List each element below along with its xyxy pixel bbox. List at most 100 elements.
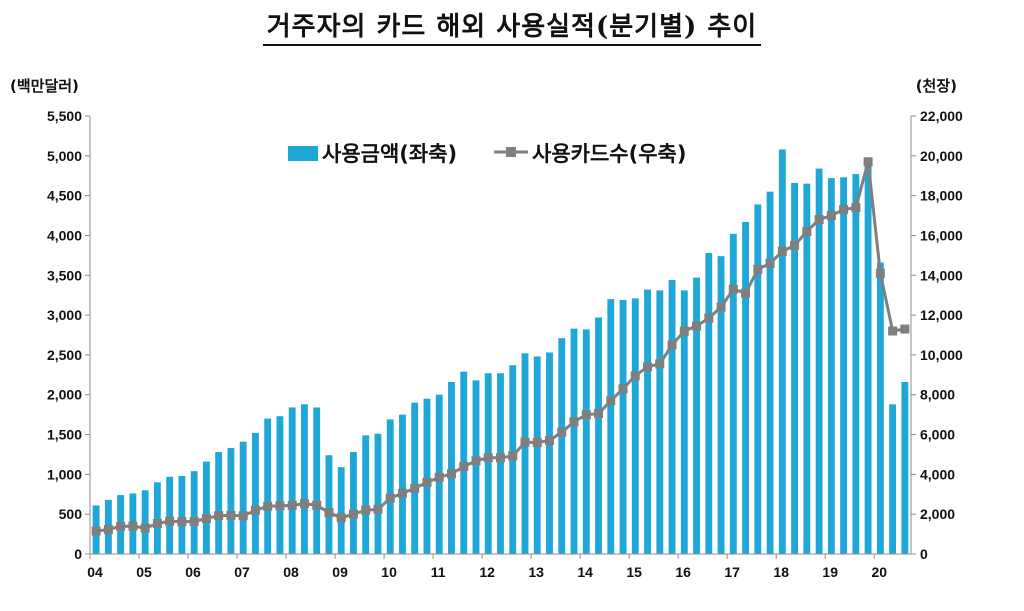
line-point: [361, 505, 371, 515]
bar: [815, 168, 823, 554]
x-tick-label: 18: [773, 564, 789, 580]
right-tick-label: 4,000: [920, 466, 955, 482]
bar: [166, 476, 174, 554]
right-tick-label: 6,000: [920, 427, 955, 443]
bar: [876, 262, 884, 554]
line-point: [704, 313, 714, 323]
line-point: [655, 359, 665, 369]
bar: [325, 455, 333, 554]
x-tick-label: 12: [479, 564, 495, 580]
x-tick-label: 14: [577, 564, 593, 580]
x-tick-label: 09: [332, 564, 348, 580]
line-point: [275, 501, 285, 511]
line-point: [324, 508, 334, 518]
line-point: [545, 436, 555, 446]
left-tick-label: 500: [59, 506, 83, 522]
line-point: [667, 340, 677, 350]
bar: [251, 432, 259, 554]
line-point: [189, 516, 199, 526]
right-tick-label: 18,000: [920, 188, 963, 204]
bar: [521, 353, 529, 554]
bar: [301, 404, 308, 554]
bar: [619, 299, 627, 554]
bar: [411, 402, 419, 554]
line-point: [336, 513, 346, 523]
line-point: [287, 500, 297, 510]
line-point: [863, 157, 873, 167]
line-point: [875, 268, 885, 278]
line-point: [422, 477, 432, 487]
line-point: [152, 519, 162, 529]
bar: [852, 174, 860, 554]
bar: [668, 280, 676, 554]
line-layer: [91, 157, 910, 536]
bar: [399, 414, 406, 554]
line-point: [434, 472, 444, 482]
bar: [889, 404, 897, 554]
left-tick-label: 0: [74, 546, 82, 562]
bar: [276, 416, 284, 554]
line-point: [765, 258, 775, 268]
x-tick-label: 07: [234, 564, 250, 580]
bar: [705, 252, 713, 554]
bar: [448, 381, 455, 554]
line-point: [397, 488, 407, 498]
bar: [423, 398, 431, 554]
line-point: [532, 438, 542, 448]
line-point: [594, 409, 604, 419]
line-point: [177, 517, 187, 527]
left-tick-label: 1,500: [47, 427, 82, 443]
line-point: [606, 396, 616, 406]
line-point: [373, 504, 383, 514]
bar: [729, 233, 737, 555]
line-point: [520, 437, 530, 447]
line-point: [312, 500, 322, 510]
x-tick-label: 04: [87, 564, 103, 580]
left-tick-label: 4,500: [47, 188, 82, 204]
line-point: [569, 417, 579, 427]
line-point: [385, 493, 395, 503]
left-tick-label: 2,500: [47, 347, 82, 363]
bar: [374, 433, 382, 554]
x-tick-label: 13: [528, 564, 544, 580]
line-point: [410, 483, 420, 493]
bar: [546, 352, 553, 554]
bar: [362, 435, 370, 554]
line-point: [250, 505, 260, 515]
left-tick-label: 5,500: [47, 108, 82, 124]
bar: [656, 290, 664, 554]
right-tick-label: 16,000: [920, 227, 963, 243]
line-point: [299, 499, 309, 509]
bar: [190, 471, 198, 554]
right-tick-label: 8,000: [920, 387, 955, 403]
bar: [239, 441, 247, 554]
bar: [558, 338, 566, 554]
x-tick-label: 05: [136, 564, 152, 580]
legend-bar-swatch: [288, 146, 318, 161]
bar: [717, 256, 725, 554]
bar: [337, 467, 345, 554]
left-tick-label: 4,000: [47, 227, 82, 243]
left-tick-label: 2,000: [47, 387, 82, 403]
line-point: [483, 453, 493, 463]
line-point: [814, 215, 824, 225]
legend: 사용금액(좌축) 사용카드수(우축): [288, 142, 686, 166]
bar: [778, 149, 786, 554]
line-point: [777, 246, 787, 256]
x-tick-label: 19: [822, 564, 838, 580]
bar: [264, 418, 272, 554]
bar: [582, 329, 590, 554]
line-point: [790, 240, 800, 250]
x-tick-label: 10: [381, 564, 397, 580]
line-point: [716, 302, 726, 312]
line-point: [128, 521, 138, 531]
bar: [227, 448, 235, 554]
line-point: [753, 264, 763, 274]
bar: [754, 204, 762, 554]
chart-title: 거주자의 카드 해외 사용실적(분기별) 추이: [0, 6, 1024, 46]
bar: [484, 373, 492, 554]
x-tick-label: 15: [626, 564, 642, 580]
bar: [533, 356, 541, 554]
left-tick-label: 3,000: [47, 307, 82, 323]
